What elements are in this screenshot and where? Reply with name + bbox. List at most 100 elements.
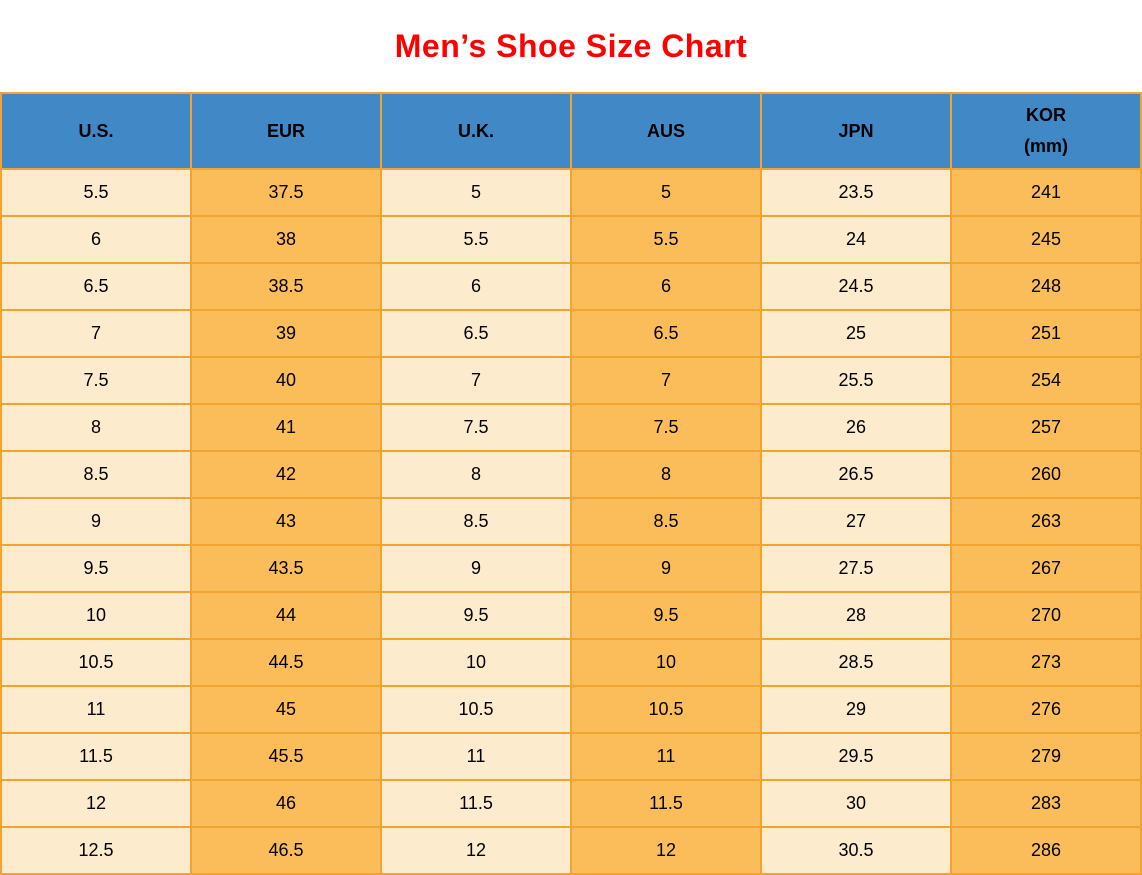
table-cell: 11.5 <box>380 779 572 828</box>
table-cell: 24.5 <box>760 262 952 311</box>
table-cell: 27 <box>760 497 952 546</box>
table-cell: 26 <box>760 403 952 452</box>
table-cell: 5.5 <box>570 215 762 264</box>
table-cell: 45.5 <box>190 732 382 781</box>
table-cell: 267 <box>950 544 1142 593</box>
table-cell: 30 <box>760 779 952 828</box>
table-cell: 5 <box>570 168 762 217</box>
table-cell: 44.5 <box>190 638 382 687</box>
table-cell: 43 <box>190 497 382 546</box>
table-cell: 6.5 <box>380 309 572 358</box>
table-cell: 11.5 <box>570 779 762 828</box>
table-cell: 45 <box>190 685 382 734</box>
table-cell: 12 <box>0 779 192 828</box>
table-cell: 12 <box>380 826 572 875</box>
table-cell: 27.5 <box>760 544 952 593</box>
table-cell: 44 <box>190 591 382 640</box>
table-cell: 7 <box>570 356 762 405</box>
column-header: EUR <box>190 92 382 170</box>
title-bar: Men’s Shoe Size Chart <box>0 0 1142 92</box>
table-cell: 25.5 <box>760 356 952 405</box>
table-cell: 24 <box>760 215 952 264</box>
table-cell: 10.5 <box>0 638 192 687</box>
table-cell: 6.5 <box>0 262 192 311</box>
table-cell: 25 <box>760 309 952 358</box>
table-cell: 276 <box>950 685 1142 734</box>
shoe-size-table: U.S. EUR U.K. AUS JPN KOR (mm) 5.5 37.5 5 5 23.5 2… <box>0 92 1142 875</box>
table-cell: 7.5 <box>0 356 192 405</box>
table-cell: 241 <box>950 168 1142 217</box>
table-cell: 39 <box>190 309 382 358</box>
table-row: 12.5 46.5 12 12 30.5 286 <box>0 826 1142 875</box>
table-cell: 30.5 <box>760 826 952 875</box>
table-cell: 286 <box>950 826 1142 875</box>
table-cell: 6.5 <box>570 309 762 358</box>
column-header: U.K. <box>380 92 572 170</box>
table-cell: 273 <box>950 638 1142 687</box>
table-cell: 43.5 <box>190 544 382 593</box>
table-row: 12 46 11.5 11.5 30 283 <box>0 779 1142 828</box>
table-cell: 28.5 <box>760 638 952 687</box>
table-cell: 7 <box>380 356 572 405</box>
table-row: 5.5 37.5 5 5 23.5 241 <box>0 168 1142 217</box>
table-cell: 8 <box>0 403 192 452</box>
table-row: 7.5 40 7 7 25.5 254 <box>0 356 1142 405</box>
table-cell: 42 <box>190 450 382 499</box>
table-cell: 29 <box>760 685 952 734</box>
table-row: 11.5 45.5 11 11 29.5 279 <box>0 732 1142 781</box>
table-row: 10.5 44.5 10 10 28.5 273 <box>0 638 1142 687</box>
table-cell: 257 <box>950 403 1142 452</box>
table-cell: 270 <box>950 591 1142 640</box>
table-cell: 29.5 <box>760 732 952 781</box>
table-cell: 6 <box>570 262 762 311</box>
table-body: 5.5 37.5 5 5 23.5 241 6 38 5.5 5.5 24 245 6.5 38.5 6 6 2… <box>0 168 1142 875</box>
table-cell: 7 <box>0 309 192 358</box>
column-header: JPN <box>760 92 952 170</box>
table-cell: 7.5 <box>570 403 762 452</box>
table-cell: 41 <box>190 403 382 452</box>
table-cell: 10 <box>380 638 572 687</box>
table-cell: 263 <box>950 497 1142 546</box>
table-row: 6.5 38.5 6 6 24.5 248 <box>0 262 1142 311</box>
table-cell: 8 <box>570 450 762 499</box>
table-cell: 23.5 <box>760 168 952 217</box>
table-cell: 10.5 <box>380 685 572 734</box>
table-row: 7 39 6.5 6.5 25 251 <box>0 309 1142 358</box>
table-cell: 251 <box>950 309 1142 358</box>
page-title: Men’s Shoe Size Chart <box>394 27 748 64</box>
table-row: 11 45 10.5 10.5 29 276 <box>0 685 1142 734</box>
table-cell: 9.5 <box>570 591 762 640</box>
table-cell: 283 <box>950 779 1142 828</box>
table-cell: 9 <box>380 544 572 593</box>
table-cell: 5.5 <box>0 168 192 217</box>
table-row: 10 44 9.5 9.5 28 270 <box>0 591 1142 640</box>
table-cell: 11 <box>380 732 572 781</box>
table-cell: 26.5 <box>760 450 952 499</box>
table-cell: 12 <box>570 826 762 875</box>
table-cell: 12.5 <box>0 826 192 875</box>
table-cell: 37.5 <box>190 168 382 217</box>
table-cell: 245 <box>950 215 1142 264</box>
table-cell: 10 <box>0 591 192 640</box>
table-cell: 9 <box>570 544 762 593</box>
table-cell: 5 <box>380 168 572 217</box>
table-cell: 9 <box>0 497 192 546</box>
table-row: 9.5 43.5 9 9 27.5 267 <box>0 544 1142 593</box>
table-cell: 11 <box>570 732 762 781</box>
table-cell: 6 <box>0 215 192 264</box>
table-cell: 7.5 <box>380 403 572 452</box>
table-cell: 10.5 <box>570 685 762 734</box>
table-header: U.S. EUR U.K. AUS JPN KOR (mm) <box>0 92 1142 170</box>
column-header: AUS <box>570 92 762 170</box>
table-row: 6 38 5.5 5.5 24 245 <box>0 215 1142 264</box>
table-cell: 5.5 <box>380 215 572 264</box>
column-header: KOR (mm) <box>950 92 1142 170</box>
table-row: 8 41 7.5 7.5 26 257 <box>0 403 1142 452</box>
table-cell: 8.5 <box>380 497 572 546</box>
table-header-row: U.S. EUR U.K. AUS JPN KOR (mm) <box>0 92 1142 170</box>
table-cell: 38.5 <box>190 262 382 311</box>
table-cell: 260 <box>950 450 1142 499</box>
table-row: 9 43 8.5 8.5 27 263 <box>0 497 1142 546</box>
table-cell: 9.5 <box>0 544 192 593</box>
table-cell: 248 <box>950 262 1142 311</box>
